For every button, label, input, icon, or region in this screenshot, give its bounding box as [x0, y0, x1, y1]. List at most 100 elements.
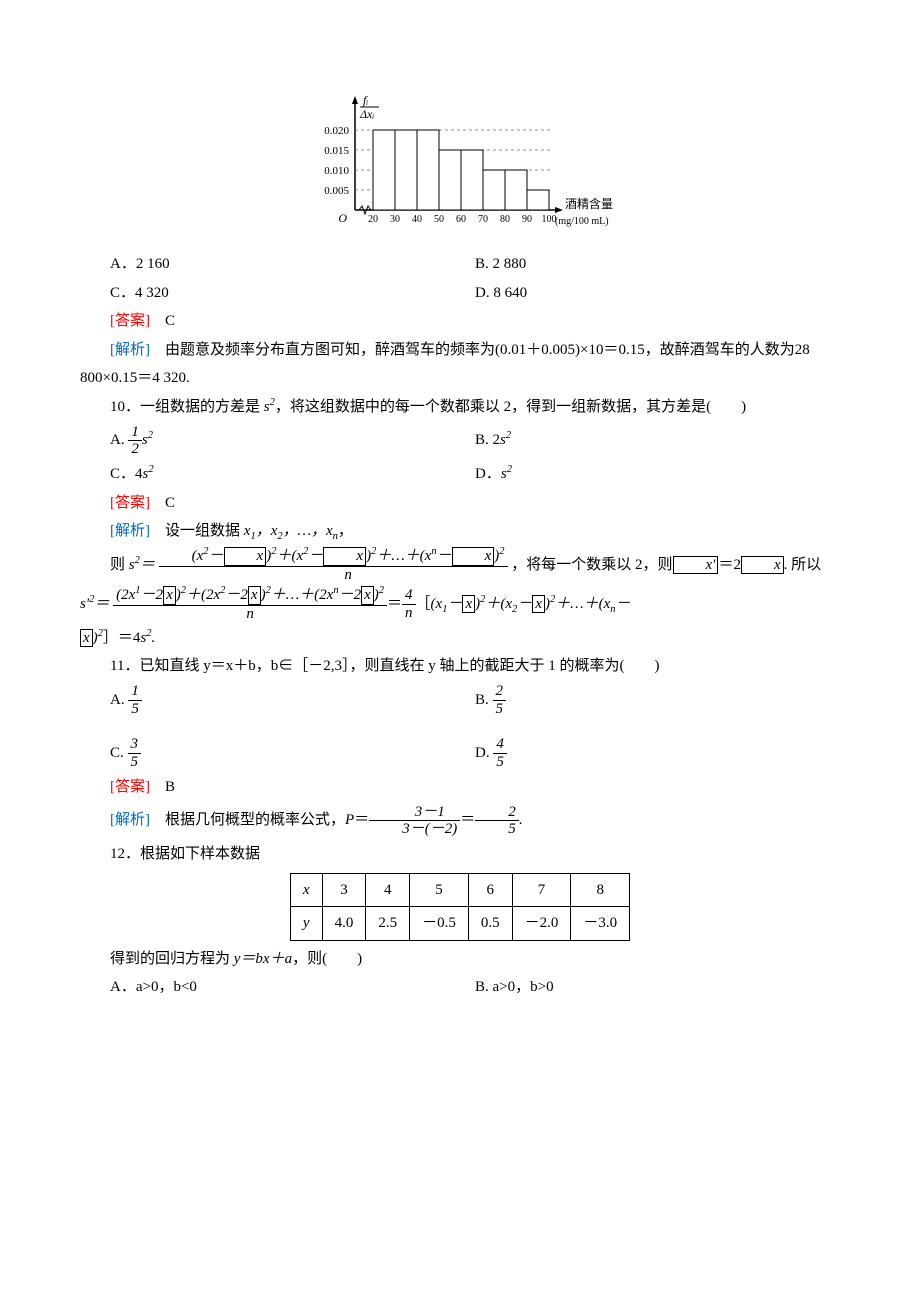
svg-text:70: 70: [478, 214, 488, 225]
svg-text:0.015: 0.015: [324, 145, 349, 157]
y-cell: 4.0: [322, 907, 366, 941]
q11-b-label: B.: [475, 692, 489, 708]
q11-f2-den: 5: [475, 820, 519, 838]
x-cell: 3: [322, 873, 366, 907]
q9-answer: C: [165, 313, 175, 329]
svg-text:酒精含量: 酒精含量: [565, 196, 613, 211]
x-cell: 7: [512, 873, 571, 907]
q10-explain2: 则 s2＝ (x2－x)2＋(x2－x)2＋…＋(xn－x)2n ，将每一个数乘…: [80, 546, 840, 585]
q12-table: x 3 4 5 6 7 8 y 4.0 2.5 －0.5 0.5 －2.0 －3…: [290, 873, 630, 941]
x-cell: 6: [468, 873, 512, 907]
q10-choice-a: A. 12s2: [110, 421, 475, 460]
q10-exp1-post: ，: [338, 523, 353, 539]
page: 0.0050.0100.0150.0202030405060708090100O…: [0, 0, 920, 1042]
q11-choices-row2: C. 35 D. 45: [110, 734, 840, 773]
q10-choices-row1: A. 12s2 B. 2s2: [110, 421, 840, 460]
answer-label: [答案]: [110, 313, 150, 329]
q11-eq2: ＝: [460, 812, 475, 828]
x-cell: 8: [571, 873, 630, 907]
q11-c-label: C.: [110, 745, 124, 761]
q12-line2: 得到的回归方程为 y＝bx＋a，则( ): [80, 945, 840, 974]
q11-c-den: 5: [128, 753, 142, 771]
q11-d-den: 5: [493, 753, 507, 771]
q11-choice-b: B. 25: [475, 681, 840, 720]
y-cell: 0.5: [468, 907, 512, 941]
q10-c-label: C．4: [110, 466, 143, 482]
q11-c-num: 3: [128, 736, 142, 753]
q11-stem-text: 11．已知直线 y＝x＋b，b∈［－2,3］，则直线在 y 轴上的截距大于 1 …: [110, 658, 659, 674]
y-cell: －0.5: [410, 907, 469, 941]
q12-line2-post: ，则( ): [292, 951, 362, 967]
q11-f1-num: 3－1: [369, 804, 460, 821]
q10-choice-d: D．s2: [475, 460, 840, 489]
q11-answer: B: [165, 779, 175, 795]
table-row-x: x 3 4 5 6 7 8: [290, 873, 629, 907]
explain-label: [解析]: [110, 342, 150, 358]
q10-exp2-post: 所以: [791, 557, 821, 573]
q10-stem-pre: 10．一组数据的方差是: [110, 399, 260, 415]
explain-label: [解析]: [110, 812, 150, 828]
x-cell: 4: [366, 873, 410, 907]
x-header: x: [290, 873, 322, 907]
svg-text:0.005: 0.005: [324, 185, 349, 197]
q10-explain1: [解析] 设一组数据 x1，x2，…，xn，: [80, 517, 840, 546]
svg-text:O: O: [338, 211, 347, 225]
q9-choices-row1: A．2 160 B. 2 880: [110, 250, 840, 279]
q11-choice-d: D. 45: [475, 734, 840, 773]
q10-choices-row2: C．4s2 D．s2: [110, 460, 840, 489]
q11-a-label: A.: [110, 692, 125, 708]
svg-text:fᵢ: fᵢ: [363, 93, 368, 107]
x-cell: 5: [410, 873, 469, 907]
q10-exp1-vars: x1，x2，…，xn: [244, 523, 338, 539]
svg-text:Δxᵢ: Δxᵢ: [359, 107, 374, 121]
q10-choice-c: C．4s2: [110, 460, 475, 489]
q9-choice-c: C．4 320: [110, 279, 475, 308]
q11-period: .: [519, 812, 523, 828]
q11-explain: [解析] 根据几何概型的概率公式，P＝3－13－(－2)＝25.: [80, 801, 840, 840]
y-cell: 2.5: [366, 907, 410, 941]
answer-label: [答案]: [110, 495, 150, 511]
q11-a-den: 5: [128, 700, 142, 718]
q10-stem-post: ，将这组数据中的每一个数都乘以 2，得到一组新数据，其方差是( ): [275, 399, 746, 415]
q9-explain: [解析] 由题意及频率分布直方图可知，醉酒驾车的频率为(0.01＋0.005)×…: [80, 336, 840, 393]
q10-choice-b: B. 2s2: [475, 421, 840, 460]
q12-choices-row1: A．a>0，b<0 B. a>0，b>0: [110, 973, 840, 1002]
q11-b-den: 5: [493, 700, 507, 718]
q12-line2-pre: 得到的回归方程为: [110, 951, 234, 967]
q10-exp3-end: ］＝4: [103, 630, 141, 646]
spacer: [80, 720, 840, 734]
q12-stem-text: 12．根据如下样本数据: [110, 846, 260, 862]
q10-a-label: A.: [110, 432, 125, 448]
q10-s2: s2: [264, 399, 275, 415]
q9-choice-d: D. 8 640: [475, 279, 840, 308]
q11-P: P: [345, 812, 354, 828]
q11-d-label: D.: [475, 745, 490, 761]
q10-exp2-pre: 则: [110, 557, 129, 573]
svg-text:(mg/100 mL): (mg/100 mL): [555, 216, 609, 227]
q9-explain-text: 由题意及频率分布直方图可知，醉酒驾车的频率为(0.01＋0.005)×10＝0.…: [80, 342, 810, 387]
q10-d-label: D．: [475, 466, 501, 482]
y-header: y: [290, 907, 322, 941]
q9-choices-row2: C．4 320 D. 8 640: [110, 279, 840, 308]
q11-stem: 11．已知直线 y＝x＋b，b∈［－2,3］，则直线在 y 轴上的截距大于 1 …: [80, 652, 840, 681]
svg-text:0.020: 0.020: [324, 125, 349, 137]
q11-exp-pre: 根据几何概型的概率公式，: [165, 812, 345, 828]
q12-stem: 12．根据如下样本数据: [80, 840, 840, 869]
q10-stem: 10．一组数据的方差是 s2，将这组数据中的每一个数都乘以 2，得到一组新数据，…: [80, 393, 840, 422]
svg-text:40: 40: [412, 214, 422, 225]
q11-answer-line: [答案] B: [80, 773, 840, 802]
answer-label: [答案]: [110, 779, 150, 795]
q9-choice-a: A．2 160: [110, 250, 475, 279]
svg-text:50: 50: [434, 214, 444, 225]
q11-d-num: 4: [493, 736, 507, 753]
q11-f1-den: 3－(－2): [369, 820, 460, 838]
svg-text:0.010: 0.010: [324, 165, 349, 177]
y-cell: －3.0: [571, 907, 630, 941]
q12-eq: y＝bx＋a: [234, 951, 292, 967]
q10-answer-line: [答案] C: [80, 489, 840, 518]
q11-b-num: 2: [493, 683, 507, 700]
y-cell: －2.0: [512, 907, 571, 941]
q9-choice-b: B. 2 880: [475, 250, 840, 279]
svg-text:20: 20: [368, 214, 378, 225]
q12-choice-b: B. a>0，b>0: [475, 973, 840, 1002]
